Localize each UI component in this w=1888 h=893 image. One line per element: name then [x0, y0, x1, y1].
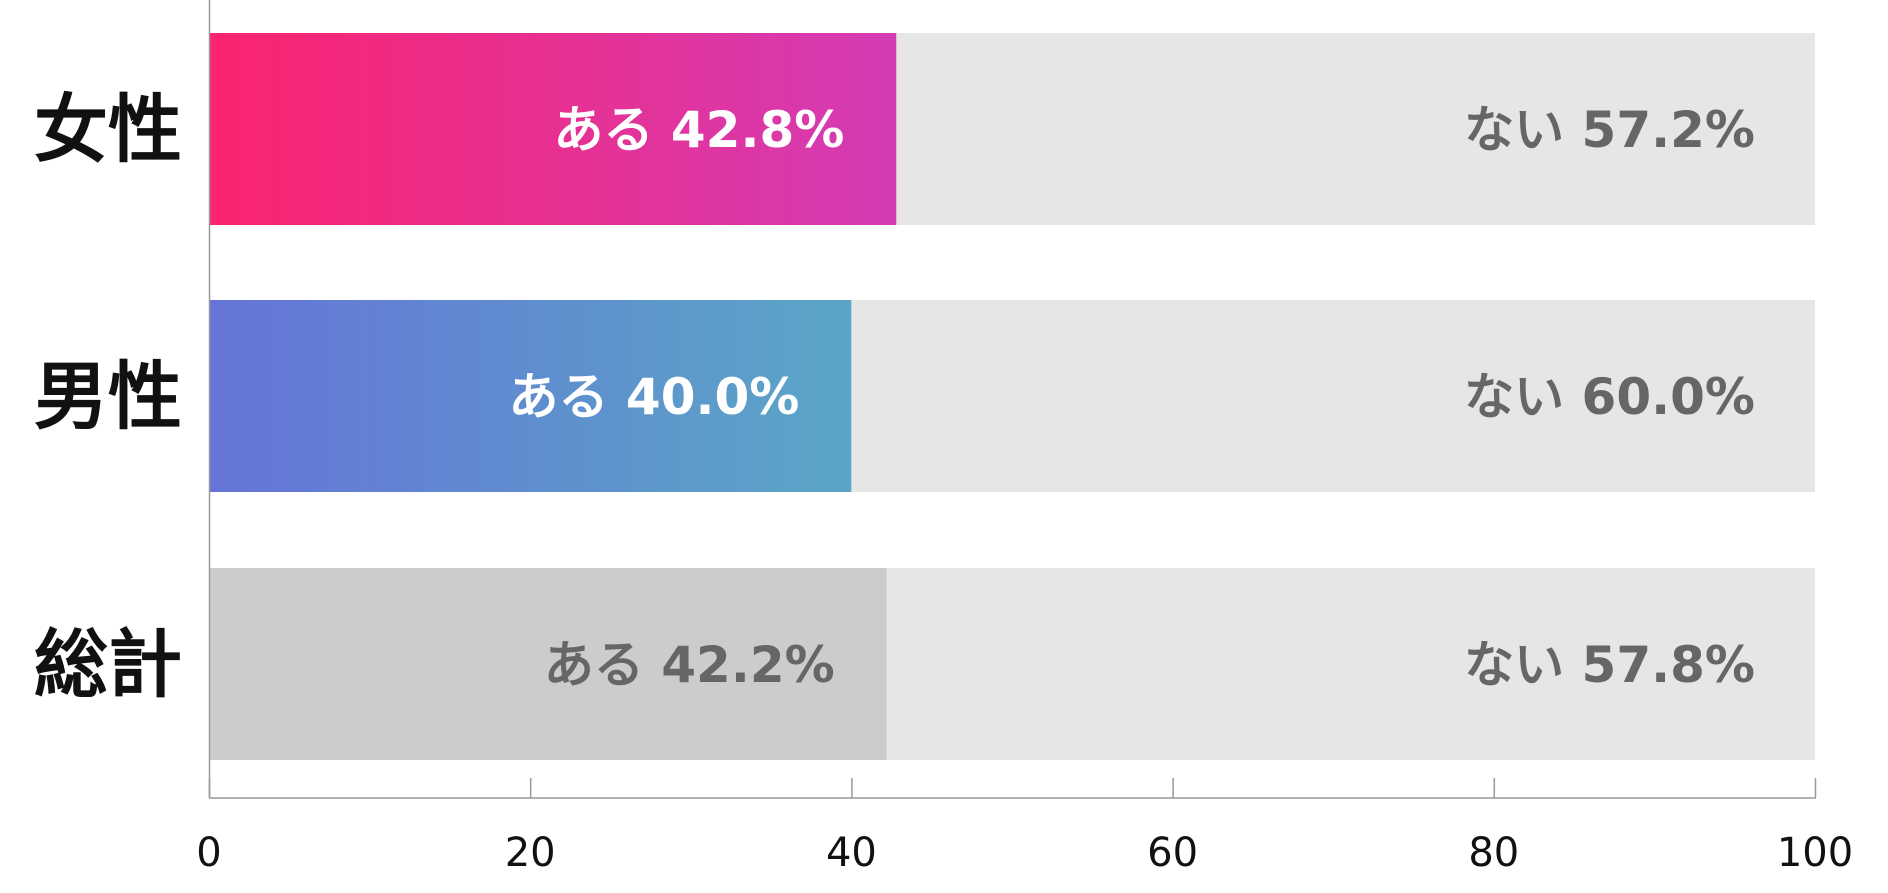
x-tick-label-80: 80	[1468, 830, 1519, 876]
bar-segment-aru-2	[209, 300, 852, 492]
x-axis: 0 20 40 60 80 100	[196, 0, 1853, 876]
category-label-1: 女性	[34, 87, 182, 173]
bars-layer	[209, 33, 1815, 760]
x-tick-label-100: 100	[1777, 830, 1853, 876]
bar-segment-nai-1	[896, 33, 1815, 225]
data-label-aru-3: ある 42.2%	[544, 636, 835, 694]
x-tick-label-40: 40	[826, 830, 877, 876]
bar-segment-aru-1	[209, 33, 897, 225]
data-label-nai-2: ない 60.0%	[1464, 368, 1755, 426]
data-label-aru-2: ある 40.0%	[509, 368, 800, 426]
bar-segment-nai-2	[851, 300, 1815, 492]
data-label-nai-3: ない 57.8%	[1464, 636, 1755, 694]
bar-segment-nai-3	[886, 568, 1815, 760]
labels-layer: 女性 ある 42.8% ない 57.2% 男性 ある 40.0% ない 60.0% 総計 ある…	[34, 87, 1755, 708]
category-label-2: 男性	[34, 354, 182, 440]
x-tick-label-0: 0	[196, 830, 221, 876]
bar-segment-aru-3	[209, 568, 887, 760]
data-label-aru-1: ある 42.8%	[553, 101, 844, 159]
data-label-nai-1: ない 57.2%	[1464, 101, 1755, 159]
category-label-3: 総計	[34, 622, 182, 708]
x-tick-label-60: 60	[1147, 830, 1198, 876]
x-tick-label-20: 20	[505, 830, 556, 876]
